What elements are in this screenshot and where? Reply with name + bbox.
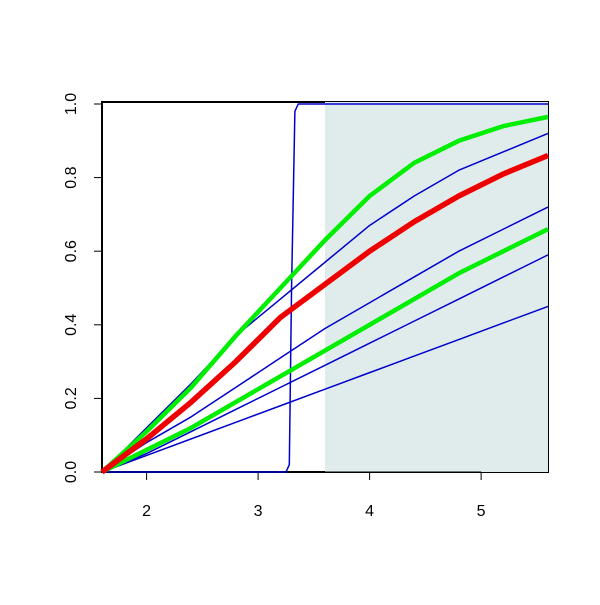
x-tick-label: 2 [142,503,151,520]
x-tick-label: 5 [477,503,486,520]
x-tick-label: 3 [254,503,263,520]
y-tick-label: 0.0 [63,461,80,483]
x-tick-label: 4 [365,503,374,520]
curve [101,206,549,473]
y-tick-label: 0.6 [63,240,80,262]
curve [100,152,550,475]
y-tick-label: 0.8 [63,166,80,188]
y-tick-label: 1.0 [63,93,80,115]
curve [101,227,549,475]
y-tick-label: 0.4 [63,314,80,336]
curve [102,103,548,473]
y-tick-label: 0.2 [63,387,80,409]
curve [101,254,549,473]
curve [101,305,549,473]
curve [100,114,549,474]
curve [101,132,549,473]
